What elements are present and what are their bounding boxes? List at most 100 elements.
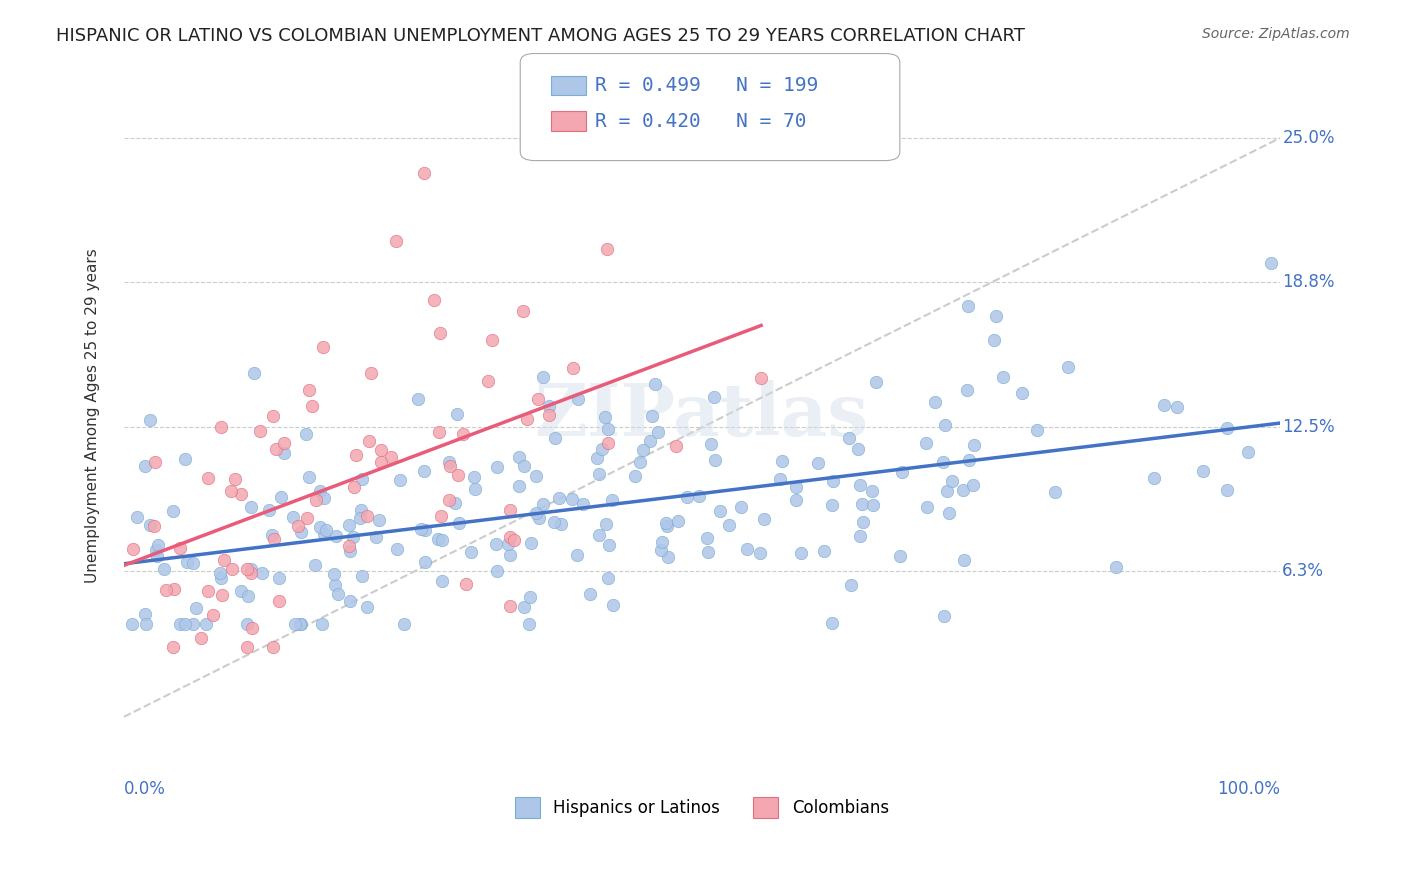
Point: [709, 504, 731, 518]
Point: [328, 587, 350, 601]
Point: [524, 468, 547, 483]
Point: [499, 548, 522, 562]
Point: [596, 242, 619, 256]
Point: [349, 511, 371, 525]
Point: [485, 460, 508, 475]
Point: [537, 408, 560, 422]
Point: [526, 392, 548, 407]
Point: [446, 408, 468, 422]
Point: [1045, 484, 1067, 499]
Point: [628, 455, 651, 469]
Point: [934, 417, 956, 432]
Point: [339, 594, 361, 608]
Point: [821, 498, 844, 512]
Point: [125, 509, 148, 524]
Point: [865, 375, 887, 389]
Point: [135, 617, 157, 632]
Point: [498, 537, 520, 551]
Point: [917, 500, 939, 514]
Point: [984, 310, 1007, 324]
Point: [250, 566, 273, 580]
Point: [142, 518, 165, 533]
Point: [298, 384, 321, 398]
Point: [257, 503, 280, 517]
Point: [360, 366, 382, 380]
Point: [585, 450, 607, 465]
Point: [1192, 464, 1215, 478]
Point: [367, 513, 389, 527]
Point: [290, 617, 312, 632]
Point: [543, 515, 565, 529]
Point: [499, 599, 522, 614]
Point: [270, 491, 292, 505]
Point: [444, 496, 467, 510]
Point: [839, 578, 862, 592]
Point: [342, 530, 364, 544]
Text: R = 0.499   N = 199: R = 0.499 N = 199: [595, 76, 818, 95]
Point: [235, 640, 257, 655]
Point: [464, 482, 486, 496]
Point: [287, 519, 309, 533]
Point: [162, 640, 184, 655]
Point: [807, 457, 830, 471]
Point: [544, 431, 567, 445]
Point: [432, 533, 454, 547]
Point: [308, 520, 330, 534]
Point: [749, 371, 772, 385]
Point: [735, 542, 758, 557]
Text: 6.3%: 6.3%: [1282, 562, 1324, 580]
Point: [163, 582, 186, 596]
Point: [209, 420, 232, 434]
Point: [596, 571, 619, 585]
Point: [174, 451, 197, 466]
Point: [439, 493, 461, 508]
Point: [531, 497, 554, 511]
Point: [350, 471, 373, 485]
Point: [1011, 385, 1033, 400]
Point: [717, 518, 740, 533]
Point: [821, 615, 844, 630]
Point: [356, 600, 378, 615]
Point: [769, 472, 792, 486]
Point: [849, 529, 872, 543]
Point: [748, 546, 770, 560]
Point: [851, 497, 873, 511]
Point: [915, 435, 938, 450]
Point: [298, 470, 321, 484]
Point: [956, 384, 979, 398]
Point: [852, 515, 875, 529]
Point: [519, 591, 541, 605]
Point: [561, 491, 583, 506]
Point: [430, 574, 453, 588]
Point: [477, 374, 499, 388]
Point: [548, 491, 571, 505]
Point: [430, 509, 453, 524]
Point: [290, 524, 312, 539]
Point: [703, 452, 725, 467]
Point: [195, 617, 218, 632]
Point: [288, 617, 311, 632]
Point: [848, 442, 870, 456]
Point: [145, 549, 167, 563]
Point: [665, 439, 688, 453]
Point: [429, 326, 451, 341]
Point: [941, 475, 963, 489]
Text: R = 0.420   N = 70: R = 0.420 N = 70: [595, 112, 806, 131]
Point: [344, 448, 367, 462]
Point: [356, 508, 378, 523]
Point: [1166, 400, 1188, 414]
Point: [197, 470, 219, 484]
Point: [848, 477, 870, 491]
Point: [647, 425, 669, 439]
Point: [730, 500, 752, 514]
Point: [236, 617, 259, 632]
Point: [588, 527, 610, 541]
Point: [304, 558, 326, 572]
Point: [211, 571, 233, 585]
Point: [1153, 398, 1175, 412]
Point: [813, 544, 835, 558]
Point: [301, 399, 323, 413]
Point: [239, 562, 262, 576]
Point: [696, 545, 718, 559]
Point: [312, 340, 335, 354]
